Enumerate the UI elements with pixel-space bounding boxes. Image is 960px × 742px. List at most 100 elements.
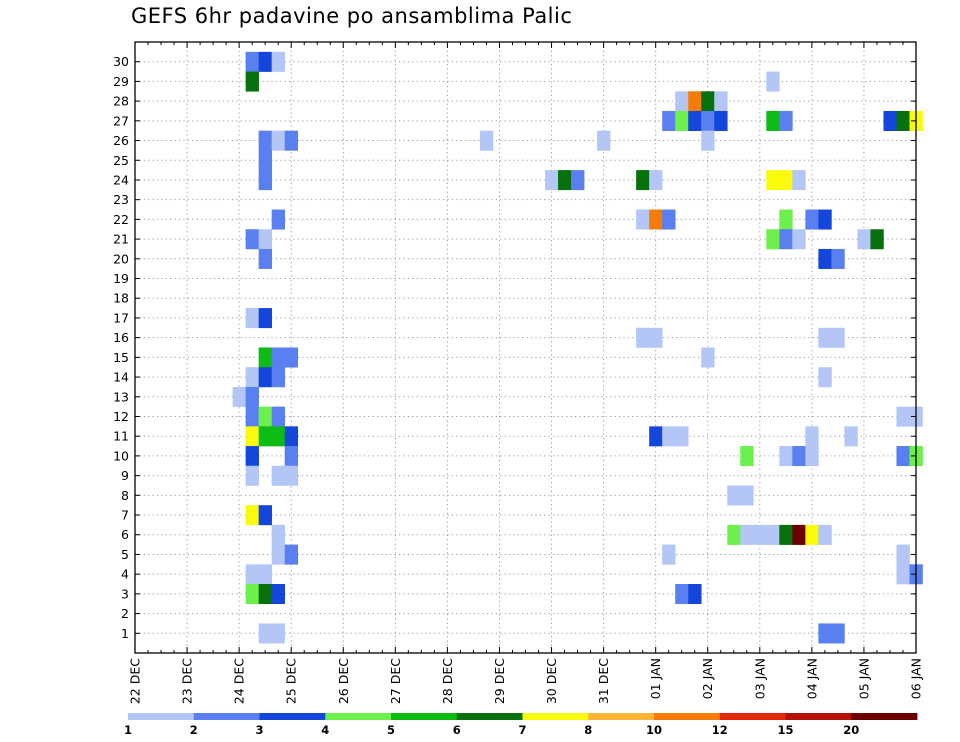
- legend-label: 20: [843, 723, 859, 737]
- x-tick-label: 29 DEC: [492, 658, 507, 704]
- precip-cell: [779, 446, 793, 467]
- legend-swatch: [522, 713, 589, 720]
- y-tick-label: 3: [121, 586, 129, 601]
- x-tick-label: 25 DEC: [284, 658, 299, 704]
- precip-cell: [232, 386, 246, 407]
- precip-cell: [649, 426, 663, 447]
- precip-cell: [649, 209, 663, 230]
- precip-cell: [701, 130, 715, 151]
- precip-cell: [271, 209, 285, 230]
- y-tick-label: 12: [113, 409, 129, 424]
- precip-cell: [818, 623, 832, 644]
- precip-cell: [779, 524, 793, 545]
- precip-cell: [701, 110, 715, 131]
- y-tick-label: 16: [113, 330, 129, 345]
- x-tick-label: 24 DEC: [232, 658, 247, 704]
- legend-label: 6: [453, 723, 461, 737]
- legend-swatch: [588, 713, 655, 720]
- precip-cell: [245, 426, 259, 447]
- y-tick-label: 1: [121, 626, 129, 641]
- y-tick-label: 7: [121, 508, 129, 523]
- precip-cell: [258, 150, 272, 171]
- precip-cell: [245, 367, 259, 388]
- precip-cell: [271, 623, 285, 644]
- x-tick-label: 01 JAN: [648, 658, 663, 699]
- precip-cell: [779, 110, 793, 131]
- precip-cell: [883, 110, 897, 131]
- precip-cell: [818, 367, 832, 388]
- legend-swatch: [325, 713, 392, 720]
- precip-cell: [258, 308, 272, 329]
- precip-cell: [245, 51, 259, 72]
- precip-cell: [245, 386, 259, 407]
- precip-cell: [662, 426, 676, 447]
- precip-cell: [844, 426, 858, 447]
- precip-cell: [258, 170, 272, 191]
- precip-cell: [271, 465, 285, 486]
- x-tick-label: 02 JAN: [700, 658, 715, 699]
- legend-swatch: [719, 713, 786, 720]
- precip-cell: [779, 209, 793, 230]
- x-axis-labels: 22 DEC 23 DEC 24 DEC 25 DEC 26 DEC 27 DEC 28 D…: [128, 658, 924, 704]
- precip-cell: [896, 406, 910, 427]
- x-tick-label: 26 DEC: [336, 658, 351, 704]
- y-tick-label: 19: [113, 271, 129, 286]
- precip-cell: [818, 524, 832, 545]
- precip-cell: [271, 524, 285, 545]
- precip-cell: [805, 524, 819, 545]
- precip-cell: [284, 347, 299, 368]
- precip-cell: [479, 130, 494, 151]
- legend-label: 2: [190, 723, 198, 737]
- y-tick-label: 6: [121, 527, 129, 542]
- y-tick-label: 30: [113, 54, 129, 69]
- precip-cell: [258, 505, 272, 526]
- precip-cell: [245, 229, 259, 250]
- y-tick-label: 10: [113, 448, 129, 463]
- precip-cell: [258, 51, 272, 72]
- legend-swatch: [654, 713, 721, 720]
- precip-cell: [675, 110, 689, 131]
- precip-cell: [766, 524, 780, 545]
- legend-swatch: [456, 713, 523, 720]
- precip-cell: [831, 327, 845, 348]
- precip-cell: [818, 248, 832, 269]
- legend-label: 1: [124, 723, 132, 737]
- precip-cell: [258, 584, 272, 605]
- precip-cell: [688, 91, 702, 112]
- y-tick-label: 9: [121, 468, 129, 483]
- x-tick-label: 30 DEC: [544, 658, 559, 704]
- precip-cell: [818, 327, 832, 348]
- precip-cell: [245, 71, 259, 92]
- y-tick-label: 4: [121, 567, 129, 582]
- precip-cell: [766, 110, 780, 131]
- precip-cell: [636, 327, 650, 348]
- y-tick-label: 27: [113, 113, 129, 128]
- y-tick-label: 2: [121, 606, 129, 621]
- legend-label: 8: [584, 723, 592, 737]
- y-tick-label: 21: [113, 232, 129, 247]
- precip-cell: [740, 485, 754, 506]
- grid-lines: [135, 42, 916, 653]
- precip-cell: [258, 564, 272, 585]
- precip-cell: [271, 426, 285, 447]
- precip-cell: [831, 248, 845, 269]
- precip-cell: [271, 367, 285, 388]
- precip-cell: [271, 51, 285, 72]
- precip-cell: [636, 209, 650, 230]
- y-tick-label: 15: [113, 350, 129, 365]
- precip-cell: [766, 229, 780, 250]
- precip-cell: [896, 564, 910, 585]
- precip-cell: [284, 426, 299, 447]
- precip-cell: [258, 367, 272, 388]
- legend-swatch: [785, 713, 852, 720]
- precip-cell: [649, 170, 663, 191]
- precip-cell: [831, 623, 845, 644]
- precip-cell: [245, 308, 259, 329]
- precip-cell: [688, 110, 702, 131]
- precip-cell: [245, 465, 259, 486]
- precip-cell: [571, 170, 585, 191]
- legend-label: 15: [777, 723, 793, 737]
- legend-swatch: [128, 713, 195, 720]
- precip-cell: [779, 170, 793, 191]
- legend-label: 5: [387, 723, 395, 737]
